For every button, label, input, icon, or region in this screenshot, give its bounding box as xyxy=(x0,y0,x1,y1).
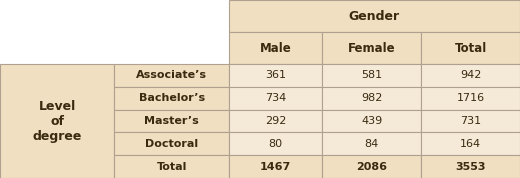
Text: 731: 731 xyxy=(460,116,481,126)
Bar xyxy=(322,64,421,87)
Text: 292: 292 xyxy=(265,116,287,126)
Text: 982: 982 xyxy=(361,93,383,103)
Bar xyxy=(229,64,322,87)
Bar xyxy=(114,155,229,178)
Bar xyxy=(421,155,520,178)
Text: 2086: 2086 xyxy=(356,162,387,172)
Bar xyxy=(0,0,229,32)
Bar xyxy=(421,87,520,110)
Text: 164: 164 xyxy=(460,139,481,149)
Bar xyxy=(229,32,322,64)
Bar xyxy=(421,64,520,87)
Text: 439: 439 xyxy=(361,116,382,126)
Text: Total: Total xyxy=(157,162,187,172)
Bar xyxy=(0,32,229,64)
Bar xyxy=(114,87,229,110)
Text: 361: 361 xyxy=(265,70,286,80)
Text: Associate’s: Associate’s xyxy=(136,70,207,80)
Text: Level
of
degree: Level of degree xyxy=(33,100,82,143)
Text: Total: Total xyxy=(454,41,487,55)
Text: Female: Female xyxy=(348,41,396,55)
Text: 1467: 1467 xyxy=(260,162,291,172)
Bar xyxy=(114,110,229,132)
Bar xyxy=(322,110,421,132)
Bar xyxy=(114,64,229,87)
Bar xyxy=(229,110,322,132)
Text: Bachelor’s: Bachelor’s xyxy=(138,93,205,103)
Bar xyxy=(421,32,520,64)
Bar xyxy=(229,87,322,110)
Text: Doctoral: Doctoral xyxy=(145,139,198,149)
Bar xyxy=(322,32,421,64)
Bar xyxy=(229,155,322,178)
Bar xyxy=(229,0,520,32)
Text: 734: 734 xyxy=(265,93,286,103)
Text: Male: Male xyxy=(259,41,292,55)
Bar xyxy=(114,132,229,155)
Bar xyxy=(421,132,520,155)
Bar xyxy=(0,64,114,178)
Text: 1716: 1716 xyxy=(457,93,485,103)
Text: 84: 84 xyxy=(365,139,379,149)
Text: 3553: 3553 xyxy=(456,162,486,172)
Text: 942: 942 xyxy=(460,70,482,80)
Text: Gender: Gender xyxy=(349,9,400,23)
Bar xyxy=(322,132,421,155)
Text: Master’s: Master’s xyxy=(144,116,199,126)
Text: 80: 80 xyxy=(268,139,283,149)
Bar xyxy=(421,110,520,132)
Bar xyxy=(322,155,421,178)
Bar xyxy=(229,132,322,155)
Text: 581: 581 xyxy=(361,70,382,80)
Bar xyxy=(322,87,421,110)
